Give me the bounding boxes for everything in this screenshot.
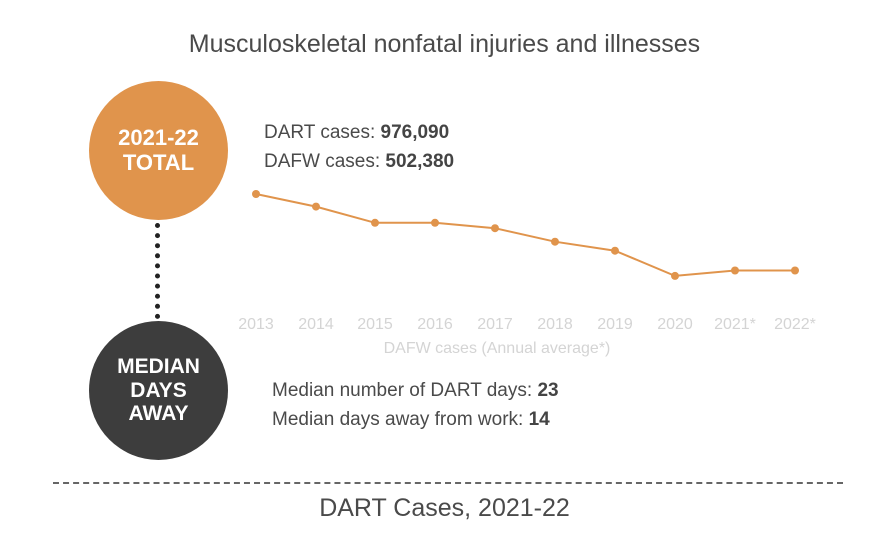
footer-divider <box>53 482 843 484</box>
dotted-connector <box>155 223 160 319</box>
footer-title: DART Cases, 2021-22 <box>319 494 570 522</box>
x-tick-label: 2017 <box>477 316 513 333</box>
x-tick-label: 2021* <box>714 316 756 333</box>
series-line <box>255 193 795 277</box>
median-stats: Median number of DART days: 23 Median da… <box>272 376 559 434</box>
x-tick-label: 2015 <box>357 316 393 333</box>
data-point <box>611 246 619 255</box>
median-days-away-value: 14 <box>528 409 550 430</box>
median-circle-line3: AWAY <box>128 402 189 426</box>
median-dart-days-label: Median number of DART days: <box>272 380 538 401</box>
data-point <box>252 190 260 198</box>
median-circle: MEDIAN DAYS AWAY <box>89 321 228 460</box>
median-dart-days-value: 23 <box>537 380 559 401</box>
x-axis-label: DAFW cases (Annual average*) <box>384 340 611 357</box>
dafw-cases-label: DAFW cases: <box>264 151 386 172</box>
data-point <box>671 271 679 280</box>
data-point <box>371 218 379 227</box>
total-stats: DART cases: 976,090 DAFW cases: 502,380 <box>264 118 454 176</box>
x-tick-label: 2020 <box>657 316 693 333</box>
dart-cases-value: 976,090 <box>380 122 450 143</box>
x-tick-label: 2018 <box>537 316 573 333</box>
median-circle-line2: DAYS <box>130 378 187 402</box>
median-days-away-label: Median days away from work: <box>272 409 529 430</box>
x-tick-label: 2014 <box>298 316 334 333</box>
total-circle-year: 2021-22 <box>118 124 199 150</box>
x-tick-label: 2022* <box>774 316 816 333</box>
median-circle-line1: MEDIAN <box>117 355 200 379</box>
x-tick-label: 2013 <box>238 316 274 333</box>
total-circle-label: TOTAL <box>122 149 195 175</box>
data-point <box>551 237 559 246</box>
x-tick-label: 2016 <box>417 316 453 333</box>
data-point <box>491 224 499 233</box>
x-tick-label: 2019 <box>597 316 633 333</box>
dart-cases-row: DART cases: 976,090 <box>264 118 454 147</box>
median-dart-days-row: Median number of DART days: 23 <box>272 376 559 405</box>
dafw-cases-value: 502,380 <box>385 151 455 172</box>
total-circle: 2021-22 TOTAL <box>89 81 228 220</box>
data-point <box>731 266 739 275</box>
data-point <box>791 266 799 275</box>
data-point <box>312 202 320 211</box>
data-point <box>431 218 439 227</box>
dart-cases-label: DART cases: <box>264 122 381 143</box>
chart-title: Musculoskeletal nonfatal injuries and il… <box>188 30 701 58</box>
dafw-cases-row: DAFW cases: 502,380 <box>264 147 454 176</box>
median-days-away-row: Median days away from work: 14 <box>272 405 559 434</box>
